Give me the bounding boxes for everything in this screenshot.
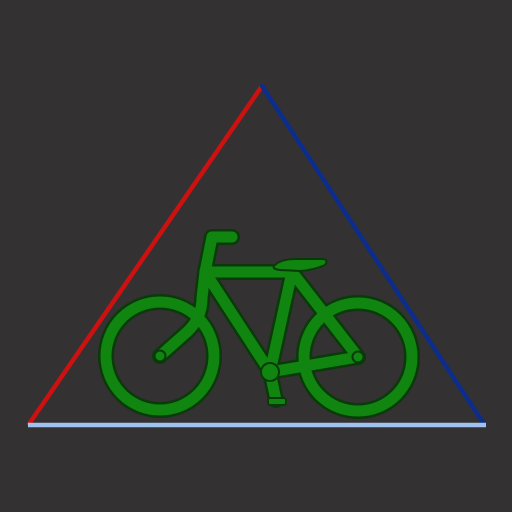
crank-hub	[260, 362, 280, 382]
saddle	[272, 258, 328, 273]
front-wheel	[298, 297, 418, 417]
front-hub	[351, 350, 365, 364]
seat-stay	[286, 266, 364, 363]
triangle-left-edge	[26, 83, 265, 427]
rear-wheel	[100, 296, 220, 416]
chain-stay	[264, 351, 364, 378]
down-tube	[199, 266, 276, 378]
rear-hub	[153, 349, 167, 363]
handlebar-stem	[199, 231, 218, 278]
bicycle-icon	[98, 229, 420, 419]
pedal	[267, 397, 287, 406]
warning-triangle	[26, 83, 487, 428]
triangle-right-edge	[259, 83, 487, 427]
seat-tube	[264, 266, 298, 378]
